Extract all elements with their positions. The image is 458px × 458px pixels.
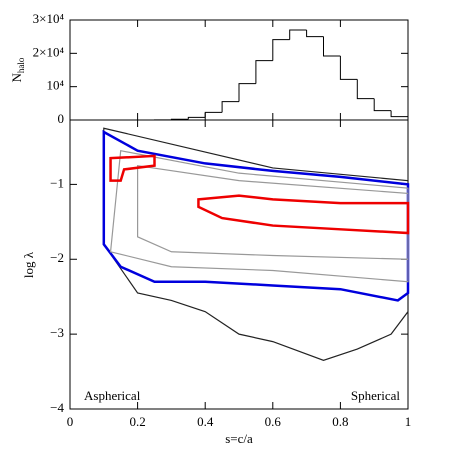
histogram-step [272,39,290,61]
histogram-step [238,83,256,102]
y-tick-label: −2 [50,250,64,265]
histogram-step [390,110,408,118]
histogram-step [373,98,392,112]
contour [103,127,409,361]
bottom-y-label: log λ [21,251,36,278]
histogram-step [306,30,324,38]
y-tick-label: 2×10⁴ [33,44,65,59]
x-label: s=c/a [225,431,253,446]
y-tick-label: −3 [50,325,64,340]
histogram-step [204,111,223,118]
y-tick-label: −1 [50,175,64,190]
x-tick-label: 0.2 [129,414,145,429]
y-label-main: N [9,72,24,82]
x-tick-label: 1 [405,414,412,429]
y-tick-label: 10⁴ [46,78,64,93]
contour [102,129,410,302]
histogram-step [339,56,358,80]
annotation: Aspherical [84,388,141,403]
histogram-step [187,116,206,120]
y-tick-label: 0 [58,111,65,126]
x-tick-label: 0.6 [265,414,282,429]
axes-frame [69,19,409,121]
histogram-step [255,60,273,84]
contour [109,154,156,182]
contour [109,149,409,283]
axes-frame [69,119,409,410]
x-tick-label: 0 [67,414,74,429]
y-tick-label: 3×10⁴ [33,11,65,26]
y-tick-label: −4 [50,400,64,415]
contour [197,194,410,235]
x-tick-label: 0.8 [332,414,348,429]
y-label-sub: halo [16,57,26,73]
top-y-label: Nhalo [9,57,26,82]
histogram-step [356,79,375,100]
annotation: Spherical [351,388,400,403]
x-tick-label: 0.4 [197,414,214,429]
histogram-step [221,101,239,113]
histogram-step [289,29,307,40]
histogram-step [323,36,341,57]
contour [137,164,409,260]
